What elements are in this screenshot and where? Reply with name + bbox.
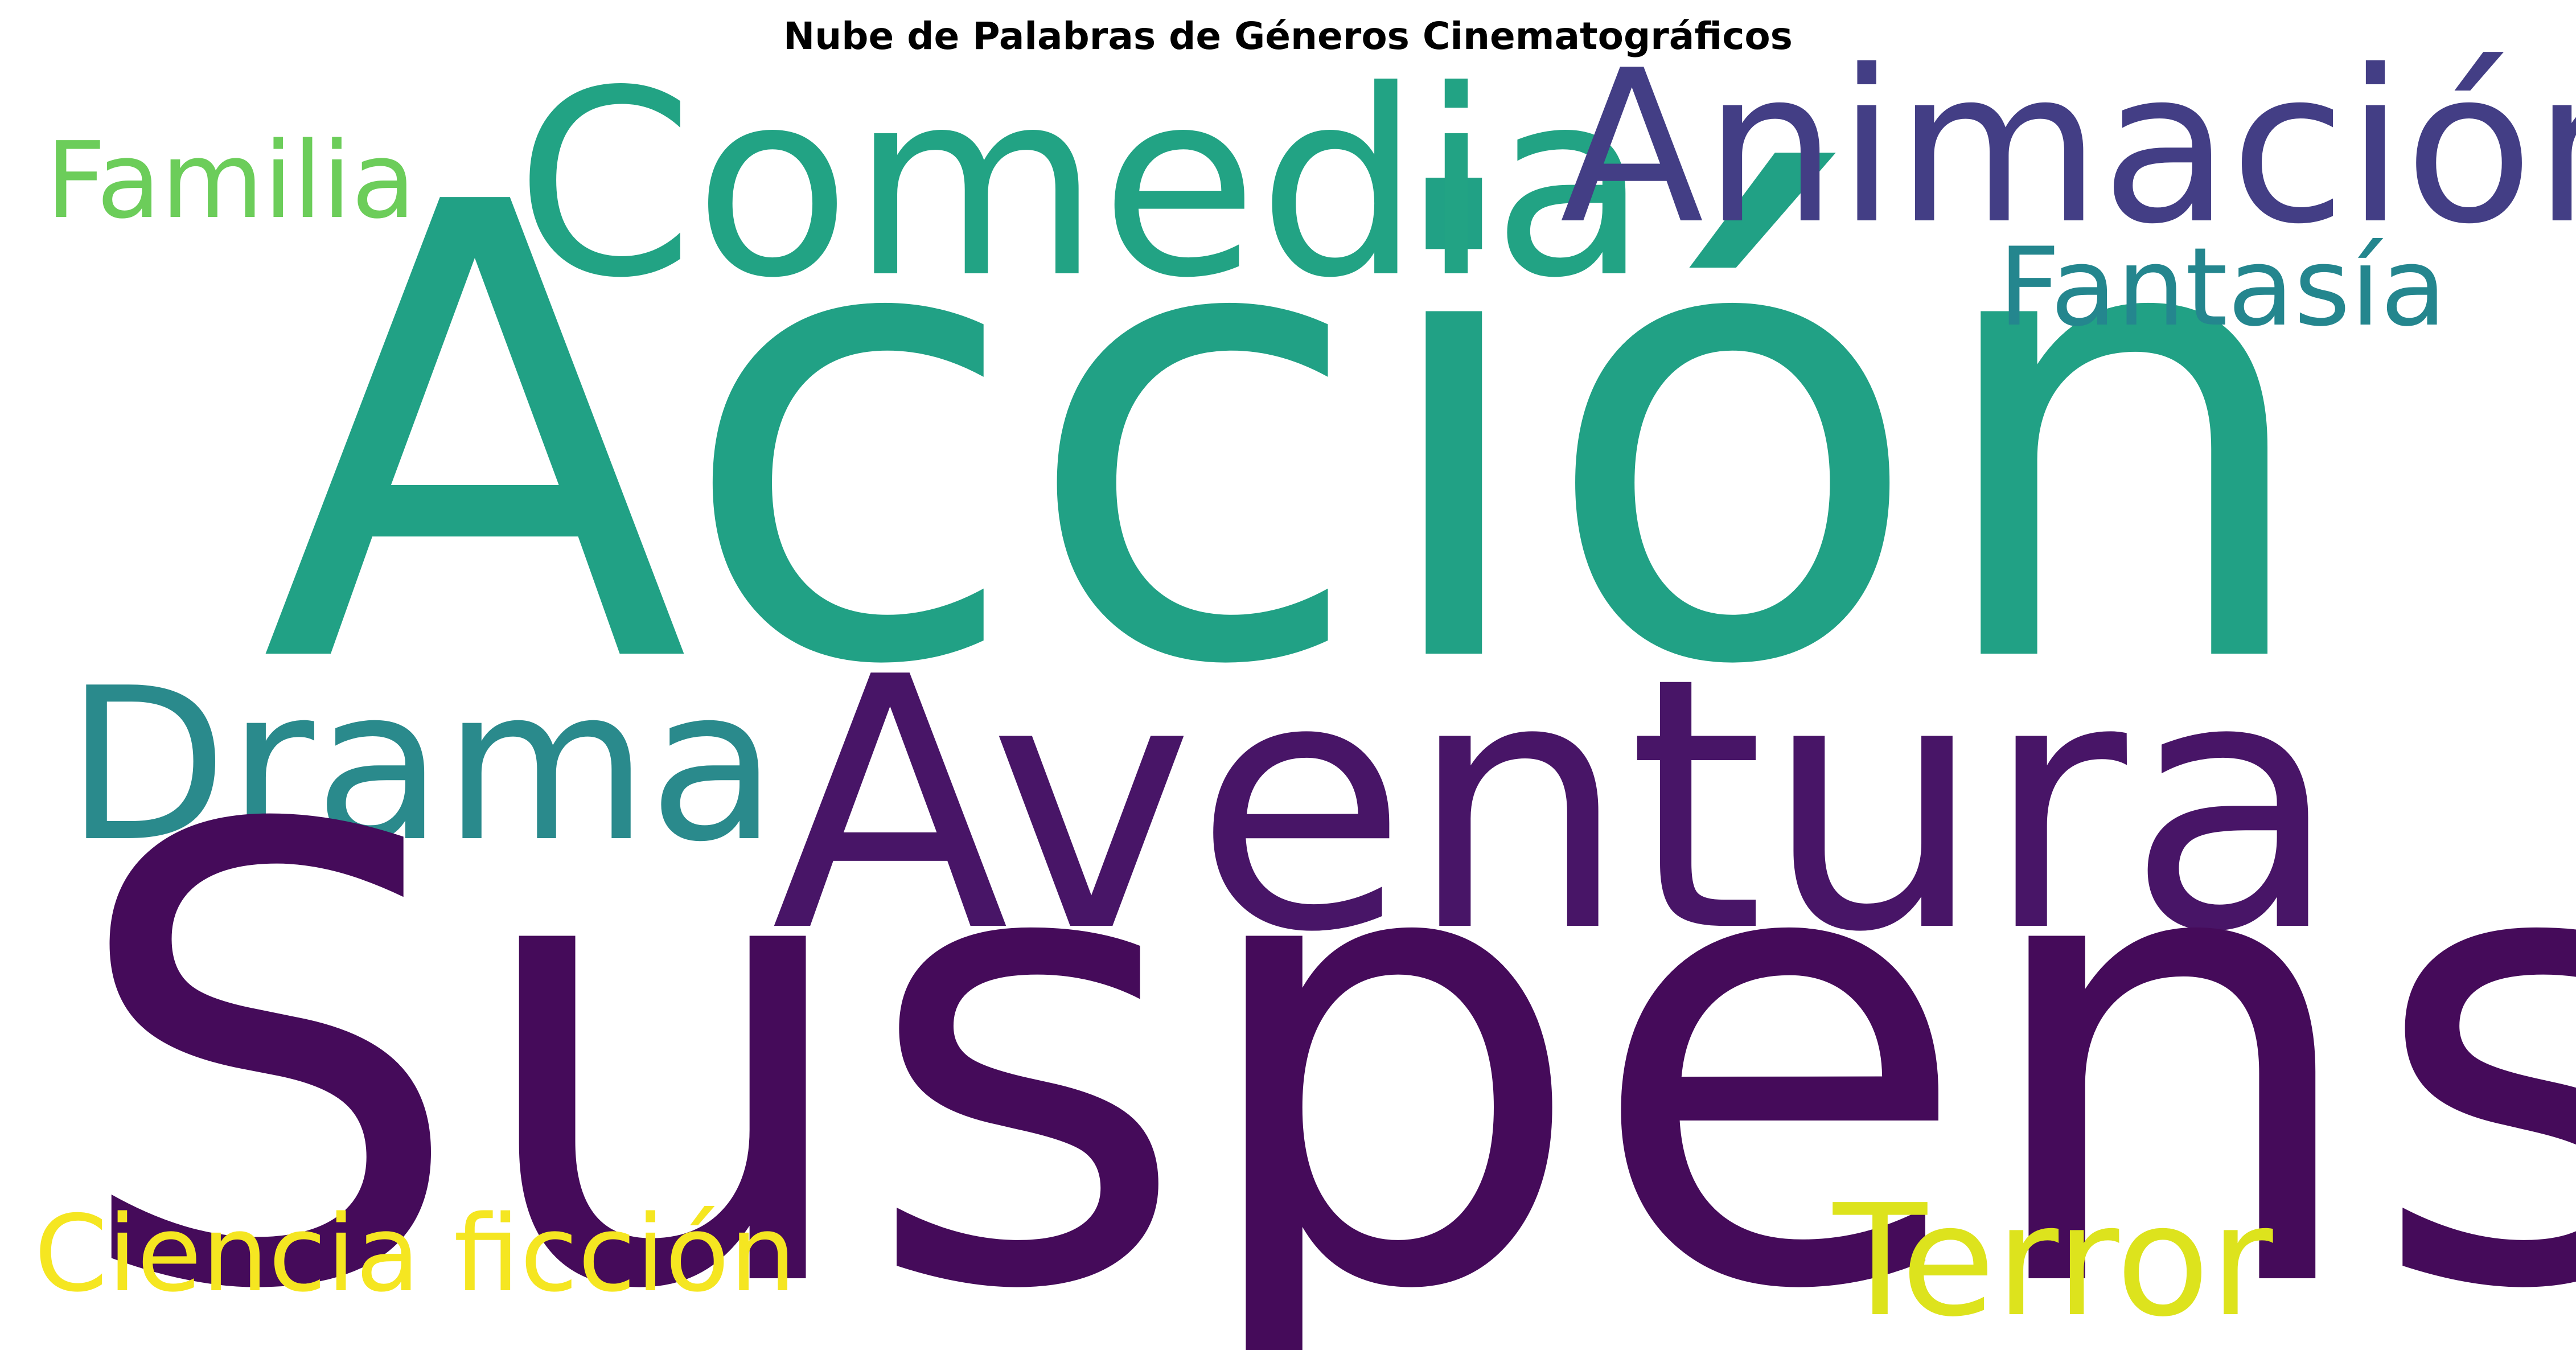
word-aventura: Aventura bbox=[771, 604, 2340, 1008]
word-drama: Drama bbox=[65, 643, 778, 888]
chart-title: Nube de Palabras de Géneros Cinematográf… bbox=[783, 14, 1793, 58]
word-fantasia: Fantasía bbox=[1998, 224, 2447, 350]
word-suspense: Suspense bbox=[68, 697, 2576, 1350]
word-terror: Terror bbox=[1833, 1171, 2273, 1350]
word-accion: Acción bbox=[261, 73, 2321, 802]
word-animacion: Animación bbox=[1560, 26, 2576, 270]
word-comedia: Comedia bbox=[515, 36, 1649, 334]
word-ciencia-ficcion: Ciencia ficción bbox=[34, 1192, 796, 1315]
word-familia: Familia bbox=[46, 119, 416, 242]
